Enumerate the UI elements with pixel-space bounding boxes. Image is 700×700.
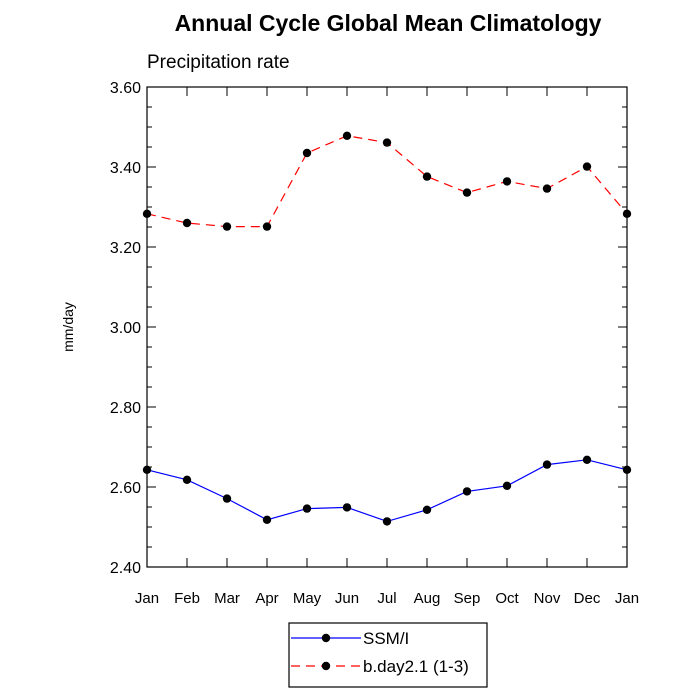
legend-marker-bday	[321, 661, 331, 671]
legend-box	[288, 622, 488, 688]
y-tick-label: 2.60	[110, 480, 141, 497]
series-1-point	[582, 162, 592, 171]
series-0-point	[542, 460, 552, 469]
x-tick-label: Jul	[377, 590, 396, 607]
y-tick-label: 2.80	[110, 400, 141, 417]
plot-frame	[146, 86, 628, 568]
legend-marker-ssmi	[321, 633, 331, 643]
y-tick-label: 3.20	[110, 240, 141, 257]
y-axis-label: mm/day	[60, 302, 76, 352]
y-tick-labels: 2.40 2.60 2.80 3.00 3.20 3.40 3.60	[110, 80, 141, 577]
series-1-point	[542, 184, 552, 193]
x-tick-label: Aug	[414, 590, 441, 607]
series-0-point	[422, 505, 432, 514]
series-line-1	[146, 135, 628, 228]
series-1-point	[382, 138, 392, 147]
series-line-0	[146, 459, 628, 523]
x-tick-label: Feb	[174, 590, 200, 607]
x-tick-label: May	[293, 590, 322, 607]
x-tick-label: Jan	[135, 590, 159, 607]
legend-label-ssmi: SSM/I	[363, 629, 409, 648]
x-tick-label: Sep	[454, 590, 481, 607]
series-group	[142, 131, 632, 526]
series-0-point	[582, 455, 592, 464]
x-tick-labels: Jan Feb Mar Apr May Jun Jul Aug Sep Oct Nov Dec Jan	[135, 590, 639, 607]
series-0-point	[302, 504, 312, 513]
series-1-point	[422, 172, 432, 181]
y-tick-label: 3.60	[110, 80, 141, 97]
series-1-point	[502, 177, 512, 186]
chart-subtitle: Precipitation rate	[147, 52, 290, 73]
x-tick-label: Mar	[214, 590, 240, 607]
series-0-point	[502, 481, 512, 490]
series-1-point	[462, 188, 472, 197]
x-tick-label: Jan	[615, 590, 639, 607]
legend-label-bday: b.day2.1 (1-3)	[363, 657, 469, 676]
x-tick-label: Jun	[335, 590, 359, 607]
series-0-point	[382, 517, 392, 526]
series-0-point	[342, 503, 352, 512]
series-0-point	[462, 487, 472, 496]
series-0-point	[222, 494, 232, 503]
series-1-point	[262, 222, 272, 231]
series-1-point	[342, 131, 352, 140]
x-tick-label: Oct	[495, 590, 519, 607]
y-tick-label: 3.40	[110, 160, 141, 177]
series-1-point	[222, 222, 232, 231]
series-1-point	[302, 148, 312, 158]
y-tick-label: 3.00	[110, 320, 141, 337]
series-1-point	[182, 218, 192, 228]
x-tick-label: Apr	[255, 590, 278, 607]
legend: SSM/I b.day2.1 (1-3)	[288, 622, 488, 688]
y-tick-label: 2.40	[110, 560, 141, 577]
x-tick-label: Dec	[574, 590, 601, 607]
series-0-point	[182, 475, 192, 484]
x-tick-label: Nov	[534, 590, 561, 607]
series-0-point	[262, 515, 272, 524]
chart-title: Annual Cycle Global Mean Climatology	[175, 10, 602, 36]
